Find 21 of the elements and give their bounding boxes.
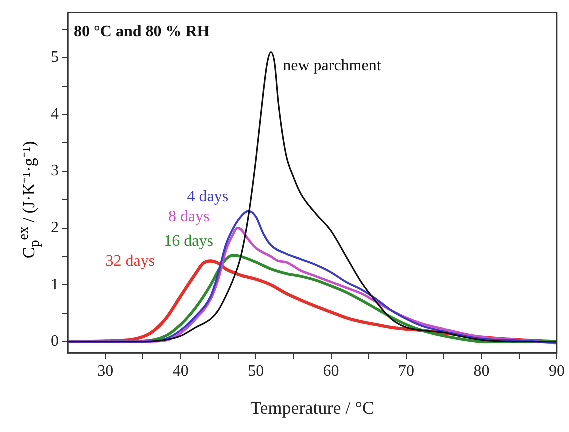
x-tick-label: 30 (98, 363, 114, 380)
y-tick-label: 1 (51, 276, 59, 294)
series-label: 4 days (187, 188, 229, 206)
x-tick-label: 70 (398, 363, 415, 380)
x-axis-title: Temperature / °C (250, 398, 374, 418)
y-tick-label: 2 (51, 220, 59, 237)
y-tick-label: 0 (51, 333, 59, 350)
x-tick-label: 40 (172, 363, 189, 380)
annotation: 80 °C and 80 % RH (74, 24, 210, 41)
x-tick-label: 90 (549, 363, 565, 380)
x-tick-label: 50 (248, 363, 264, 380)
y-tick-label: 5 (51, 49, 59, 66)
x-tick-label: 60 (323, 363, 340, 380)
series-label: 8 days (168, 208, 210, 226)
series-label: 16 days (164, 232, 214, 250)
y-tick-label: 3 (51, 162, 59, 180)
line-series (68, 52, 557, 343)
series-label: new parchment (283, 58, 382, 75)
x-tick-label: 80 (474, 363, 490, 380)
y-tick-label: 4 (51, 106, 59, 123)
text: 32 days (106, 252, 156, 270)
